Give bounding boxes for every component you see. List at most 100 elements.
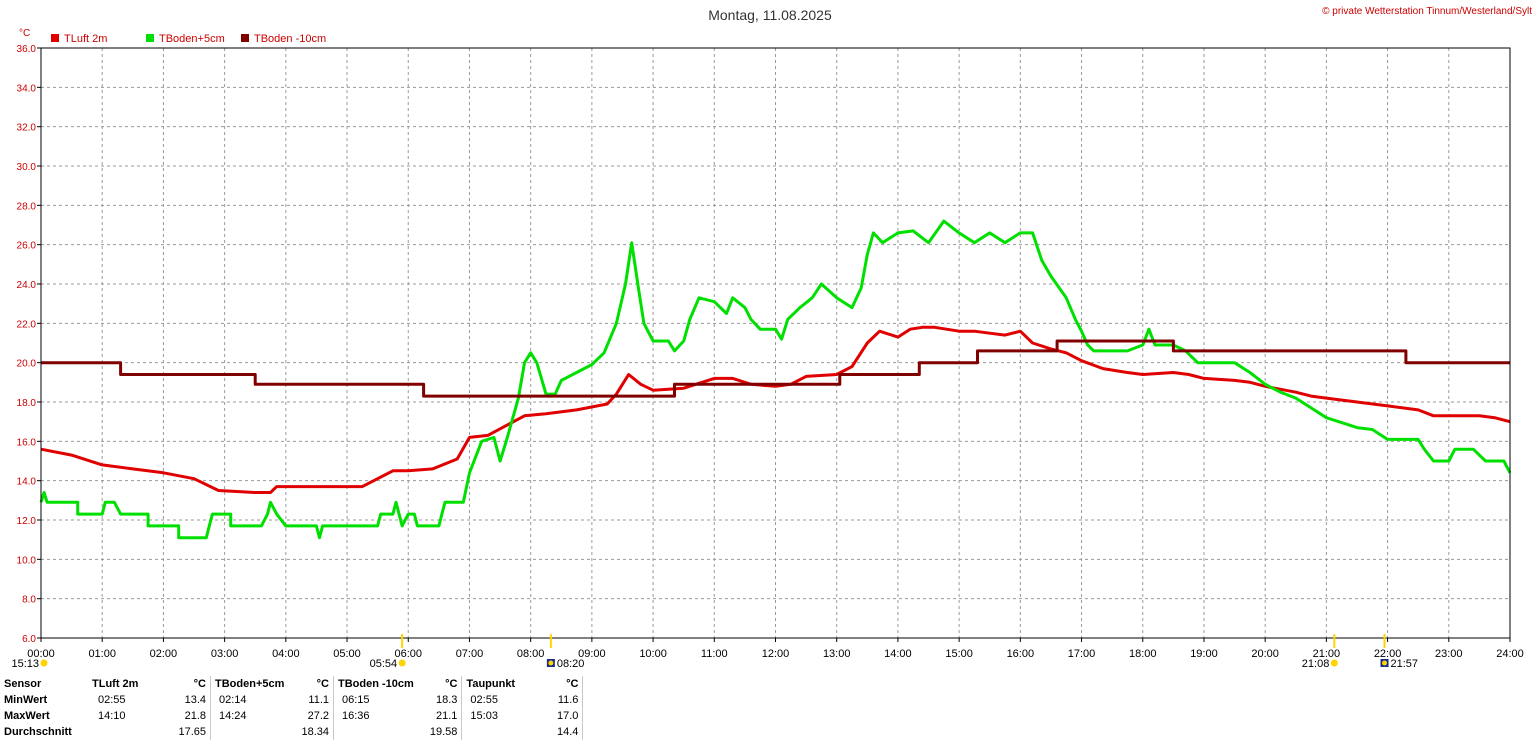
x-tick-label: 03:00 — [211, 648, 239, 660]
x-tick-label: 10:00 — [639, 648, 667, 660]
y-tick-label: 8.0 — [22, 595, 36, 606]
avg-value: 18.34 — [210, 724, 334, 740]
y-tick-label: 24.0 — [17, 280, 37, 291]
x-tick-label: 08:00 — [517, 648, 545, 660]
x-tick-label: 00:00 — [27, 648, 55, 660]
y-axis-unit: °C — [19, 28, 30, 39]
plot-frame — [40, 47, 1511, 639]
y-tick-label: 12.0 — [17, 516, 37, 527]
x-tick-label: 17:00 — [1068, 648, 1096, 660]
x-tick-label: 16:00 — [1007, 648, 1035, 660]
y-tick-label: 36.0 — [17, 44, 37, 55]
sun-event-time: 08:20 — [557, 658, 585, 670]
stats-header-row: Sensor TLuft 2m °C TBoden+5cm °C TBoden … — [0, 676, 584, 692]
y-tick-label: 20.0 — [17, 359, 37, 370]
min-time: 02:14 — [219, 694, 247, 706]
sensor-unit: °C — [552, 676, 584, 692]
sensor-name: TLuft 2m — [92, 678, 139, 690]
x-tick-label: 19:00 — [1190, 648, 1218, 660]
sun-event-time: 21:57 — [1391, 658, 1419, 670]
x-tick-label: 20:00 — [1251, 648, 1279, 660]
x-axis: 00:00 01:00 02:00 03:00 04:00 05:00 06:00 07:00… — [27, 638, 1524, 660]
sensor-unit: °C — [303, 676, 334, 692]
x-tick-label: 22:00 — [1374, 648, 1402, 660]
x-tick-label: 01:00 — [88, 648, 116, 660]
y-tick-label: 10.0 — [17, 555, 37, 566]
legend: TLuft 2m TBoden+5cm TBoden -10cm — [51, 33, 326, 45]
x-tick-label: 12:00 — [762, 648, 790, 660]
y-tick-label: 30.0 — [17, 162, 37, 173]
avg-value: 17.65 — [88, 724, 211, 740]
sensor-unit: °C — [437, 676, 463, 692]
series-line-3 — [41, 339, 1510, 398]
max-time: 14:10 — [98, 710, 126, 722]
legend-label-tluft: TLuft 2m — [64, 33, 107, 45]
series-lines — [39, 219, 1512, 540]
y-tick-label: 22.0 — [17, 319, 37, 330]
sunset-icon — [1330, 659, 1338, 667]
x-tick-label: 06:00 — [394, 648, 422, 660]
x-tick-label: 14:00 — [884, 648, 912, 660]
x-tick-label: 15:00 — [945, 648, 973, 660]
stats-table: Sensor TLuft 2m °C TBoden+5cm °C TBoden … — [0, 676, 584, 740]
chart-title: Montag, 11.08.2025 — [708, 7, 832, 23]
x-tick-label: 05:00 — [333, 648, 361, 660]
y-tick-label: 16.0 — [17, 437, 37, 448]
temperature-chart: Montag, 11.08.2025 © private Wetterstati… — [11, 6, 1532, 670]
moon-disc — [548, 660, 554, 666]
max-value: 21.8 — [178, 708, 211, 724]
legend-swatch-tboden5 — [146, 34, 154, 42]
sun-event-time: 15:13 — [11, 658, 39, 670]
x-tick-label: 18:00 — [1129, 648, 1157, 660]
min-value: 13.4 — [178, 692, 211, 708]
min-value: 18.3 — [432, 692, 463, 708]
sunrise-icon — [398, 659, 406, 667]
min-time: 02:55 — [98, 694, 126, 706]
min-time: 06:15 — [342, 694, 370, 706]
stats-row-min: MinWert 02:55 13.4 02:14 11.1 06:15 18.3… — [0, 692, 584, 708]
max-value: 17.0 — [552, 708, 584, 724]
sun-events: 15:13 05:54 08:20 21:08 21:57 — [11, 634, 1418, 670]
sun-dot-icon — [40, 659, 48, 667]
max-time: 15:03 — [470, 710, 498, 722]
y-tick-label: 14.0 — [17, 477, 37, 488]
x-tick-label: 09:00 — [578, 648, 606, 660]
x-tick-label: 11:00 — [701, 648, 728, 660]
max-value: 27.2 — [303, 708, 334, 724]
sun-event-time: 05:54 — [370, 658, 398, 670]
legend-label-tboden10: TBoden -10cm — [254, 33, 326, 45]
grid — [41, 48, 1510, 638]
moon-disc — [1382, 660, 1388, 666]
avg-value: 14.4 — [461, 724, 584, 740]
copyright-notice: © private Wetterstation Tinnum/Westerlan… — [1322, 6, 1532, 17]
x-tick-label: 13:00 — [823, 648, 851, 660]
x-tick-label: 02:00 — [150, 648, 178, 660]
y-tick-label: 34.0 — [17, 83, 37, 94]
x-tick-label: 24:00 — [1496, 648, 1524, 660]
y-tick-label: 32.0 — [17, 123, 37, 134]
avg-value: 19.58 — [333, 724, 463, 740]
stats-row-max: MaxWert 14:10 21.8 14:24 27.2 16:36 21.1… — [0, 708, 584, 724]
max-time: 16:36 — [342, 710, 370, 722]
row-label: MaxWert — [4, 710, 50, 722]
y-axis: 6.0 8.0 10.0 12.0 14.0 16.0 18.0 20.0 22.0 24.0 26… — [17, 44, 41, 645]
y-tick-label: 18.0 — [17, 398, 37, 409]
legend-swatch-tluft — [51, 34, 59, 42]
sensor-name: Taupunkt — [466, 678, 516, 690]
min-value: 11.1 — [303, 692, 334, 708]
min-time: 02:55 — [470, 694, 498, 706]
max-value: 21.1 — [432, 708, 463, 724]
min-value: 11.6 — [552, 692, 584, 708]
row-label: Durchschnitt — [4, 726, 72, 738]
sensor-name: TBoden+5cm — [215, 678, 285, 690]
y-tick-label: 6.0 — [22, 634, 36, 645]
x-tick-label: 21:00 — [1313, 648, 1341, 660]
sensor-unit: °C — [178, 676, 211, 692]
series-line-1 — [40, 325, 1511, 494]
y-tick-label: 26.0 — [17, 241, 37, 252]
y-tick-label: 28.0 — [17, 201, 37, 212]
legend-swatch-tboden10 — [241, 34, 249, 42]
max-time: 14:24 — [219, 710, 247, 722]
x-tick-label: 04:00 — [272, 648, 300, 660]
x-tick-label: 23:00 — [1435, 648, 1463, 660]
